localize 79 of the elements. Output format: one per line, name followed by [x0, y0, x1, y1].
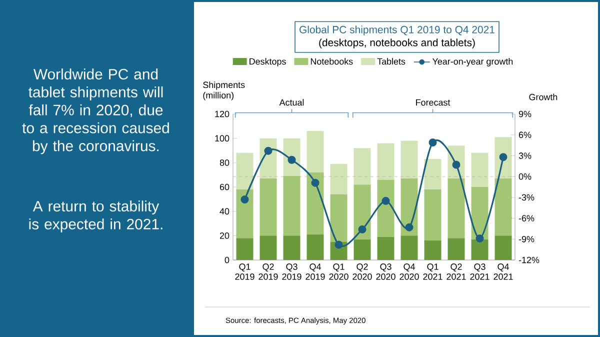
- bar: [377, 180, 394, 237]
- bar: [283, 236, 300, 260]
- point: [476, 234, 484, 242]
- x-tick-label: Q3 2021: [470, 264, 490, 280]
- bar: [400, 140, 418, 178]
- y2-axis-title: Growth: [529, 94, 558, 100]
- chart-title: Global PC shipments Q1 2019 to Q4 2021: [300, 26, 494, 36]
- text: Actual: [279, 99, 304, 106]
- y-tick-label: 80: [220, 159, 230, 166]
- legend-label: Desktops: [250, 58, 286, 66]
- bar: [377, 143, 394, 180]
- y2-tick-label: -3%: [518, 194, 534, 201]
- point: [405, 223, 414, 232]
- bar: [260, 178, 277, 236]
- bar: [494, 236, 512, 260]
- x-tick-label: Q3 2020: [376, 264, 396, 280]
- y-tick-label: 120: [215, 110, 230, 118]
- x-tick-label: Q2 2019: [258, 264, 278, 280]
- chart-subtitle: (desktops, notebooks and tablets): [319, 38, 475, 48]
- point: [288, 156, 296, 164]
- x-tick-label: Q1 2021: [423, 264, 442, 280]
- y2-tick-label: -9%: [518, 236, 534, 242]
- bar: [354, 239, 371, 260]
- y-tick-label: 40: [220, 208, 230, 215]
- bar: [377, 236, 394, 260]
- point: [334, 240, 343, 249]
- bar: [330, 194, 348, 242]
- bar: [400, 236, 418, 260]
- point: [264, 146, 272, 155]
- bar: [236, 152, 254, 190]
- x-tick-label: Q4 2021: [494, 264, 513, 280]
- y2-tick-label: 6%: [518, 132, 532, 138]
- y2-tick-label: -12%: [518, 256, 540, 264]
- bar: [494, 178, 512, 236]
- point: [240, 196, 249, 204]
- y-tick-label: 100: [215, 135, 230, 142]
- point: [499, 153, 508, 162]
- bar: [306, 131, 324, 172]
- bar: [424, 189, 442, 241]
- legend-label: Notebooks: [310, 58, 353, 65]
- bar: [260, 236, 277, 260]
- point: [311, 178, 320, 187]
- bar: [471, 152, 488, 187]
- point: [428, 138, 437, 147]
- bar: [330, 164, 348, 194]
- y-axis-title: Shipments (million): [203, 81, 245, 100]
- bar: [354, 148, 371, 185]
- x-tick-label: Q4 2019: [306, 264, 325, 280]
- bar: [424, 240, 442, 260]
- bar: [471, 239, 488, 260]
- x-tick-label: Q2 2020: [352, 264, 372, 280]
- x-tick-label: Q1 2020: [329, 264, 348, 280]
- bar: [283, 176, 300, 236]
- point: [382, 196, 390, 205]
- bar: [448, 238, 465, 260]
- x-tick-label: Q4 2020: [400, 264, 419, 280]
- y-tick-label: 0: [224, 256, 230, 264]
- bar: [236, 238, 254, 260]
- bar: [306, 234, 324, 260]
- bar: [448, 178, 465, 238]
- legend-label: Tablets: [377, 58, 406, 65]
- bar: [471, 187, 488, 240]
- x-tick-label: Q2 2021: [446, 264, 466, 280]
- y2-tick-label: 0%: [518, 173, 532, 180]
- y2-tick-label: 9%: [518, 110, 532, 118]
- y2-tick-label: 3%: [518, 152, 532, 159]
- bar: [424, 159, 442, 190]
- point: [358, 225, 366, 234]
- x-tick-label: Q1 2019: [235, 264, 254, 280]
- text: A return to stability is expected in 2021.: [29, 200, 162, 232]
- text: Forecast: [416, 99, 450, 106]
- text: Worldwide PC and tablet shipments will fall 7% in 2020, due to a recession caused by the coronavirus.: [22, 68, 169, 154]
- bar: [354, 184, 371, 240]
- bar: [236, 189, 254, 238]
- y-tick-label: 60: [220, 184, 230, 190]
- x-tick-label: Q3 2019: [282, 264, 302, 280]
- y2-tick-label: -6%: [518, 215, 534, 222]
- y-tick-label: 20: [220, 232, 230, 239]
- legend-label: Year-on-year growth: [432, 58, 513, 66]
